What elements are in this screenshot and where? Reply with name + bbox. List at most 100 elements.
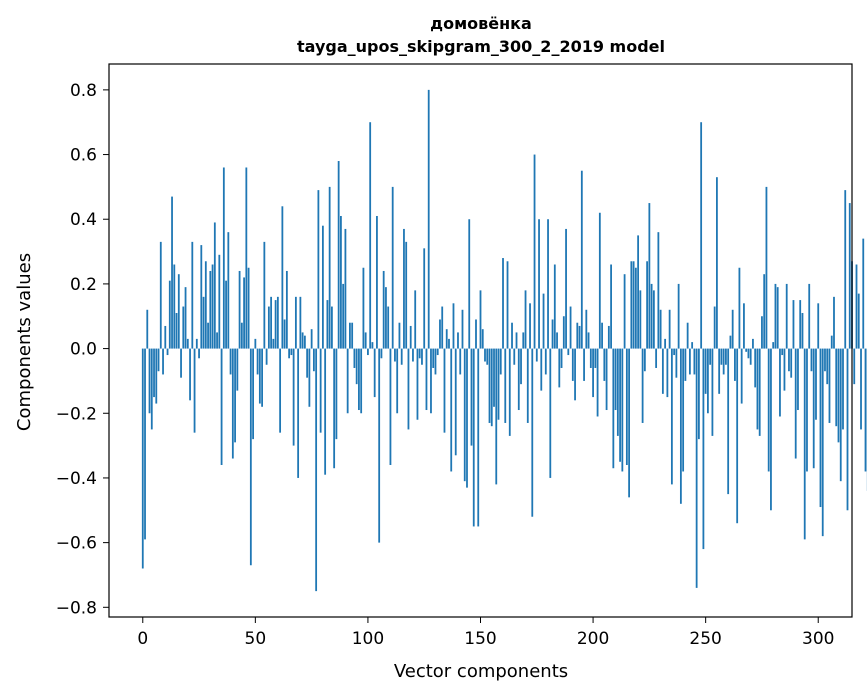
bar — [141, 348, 144, 569]
bar — [448, 338, 450, 349]
x-axis-ticks: 0 50 100 150 200 250 300 — [137, 617, 834, 649]
bar — [797, 348, 799, 411]
bar — [279, 348, 282, 433]
bars-group — [141, 89, 867, 592]
bar — [481, 329, 484, 349]
bar — [558, 348, 561, 388]
bar — [157, 348, 160, 372]
bar — [698, 348, 700, 440]
bar — [171, 196, 173, 349]
bar — [754, 348, 757, 388]
bar — [177, 274, 180, 349]
bar — [421, 348, 423, 365]
bar — [362, 267, 365, 349]
bar — [213, 222, 216, 349]
bar — [819, 348, 822, 508]
bar — [281, 206, 284, 349]
bar — [688, 348, 691, 375]
bar — [454, 348, 457, 456]
bar — [499, 348, 502, 375]
bar — [376, 215, 378, 349]
bar — [405, 241, 408, 349]
bar — [648, 203, 651, 349]
bar — [659, 309, 662, 349]
bar — [562, 316, 565, 349]
bar — [391, 186, 394, 349]
bar — [331, 306, 333, 349]
bar — [303, 335, 306, 349]
y-tick-label: −0.6 — [56, 534, 97, 554]
bar — [785, 283, 788, 349]
bar — [826, 348, 829, 385]
bar — [301, 332, 304, 349]
y-tick-label: 0.2 — [70, 275, 97, 295]
bar — [344, 228, 347, 349]
bar — [276, 296, 279, 349]
bar — [439, 319, 441, 349]
bar — [704, 348, 707, 394]
bar — [186, 338, 189, 349]
bar — [261, 348, 263, 407]
bar — [794, 348, 797, 459]
bar — [463, 348, 466, 482]
bar — [743, 303, 745, 349]
bar — [315, 348, 318, 592]
bar — [839, 348, 842, 482]
bar — [580, 170, 583, 349]
bar — [263, 241, 266, 349]
bar — [436, 348, 439, 356]
bar — [159, 241, 162, 349]
bar — [229, 348, 232, 375]
bar — [592, 348, 594, 398]
bar — [830, 335, 833, 349]
bar — [738, 267, 741, 349]
plot-area-frame — [108, 63, 853, 618]
bar — [207, 322, 209, 349]
bar — [736, 348, 739, 524]
bar — [168, 280, 171, 349]
bar — [153, 348, 155, 398]
bar — [409, 325, 412, 349]
bar — [565, 228, 567, 349]
bar — [634, 267, 637, 349]
bar — [220, 348, 223, 465]
bar — [542, 293, 545, 349]
bar — [189, 348, 191, 401]
bar — [445, 329, 448, 349]
bar — [522, 332, 525, 349]
bar — [225, 280, 227, 349]
bar — [493, 348, 495, 407]
bar — [540, 348, 543, 391]
bar — [828, 348, 831, 423]
bar — [725, 348, 727, 365]
bar — [364, 332, 367, 349]
y-tick-label: −0.8 — [56, 598, 97, 618]
bar — [328, 186, 331, 349]
bar — [810, 348, 813, 372]
bar — [772, 342, 775, 349]
bar — [729, 335, 732, 349]
bar — [238, 270, 241, 349]
bar — [398, 322, 401, 349]
bar — [740, 348, 743, 404]
bar — [488, 348, 491, 423]
bar — [254, 338, 257, 349]
x-tick-label: 50 — [245, 629, 267, 649]
bar — [511, 322, 513, 349]
bar — [234, 348, 236, 443]
bar — [506, 261, 509, 349]
bar — [761, 316, 763, 349]
bar — [475, 319, 477, 349]
bar — [256, 348, 259, 375]
bar — [774, 283, 777, 349]
bar — [824, 348, 826, 372]
bar — [164, 325, 167, 349]
bar — [682, 348, 685, 472]
bar — [470, 348, 473, 446]
bar — [862, 238, 865, 349]
bar — [594, 348, 597, 368]
bar — [792, 300, 795, 349]
bar — [355, 348, 358, 385]
bar — [502, 258, 504, 349]
bar — [389, 348, 392, 465]
